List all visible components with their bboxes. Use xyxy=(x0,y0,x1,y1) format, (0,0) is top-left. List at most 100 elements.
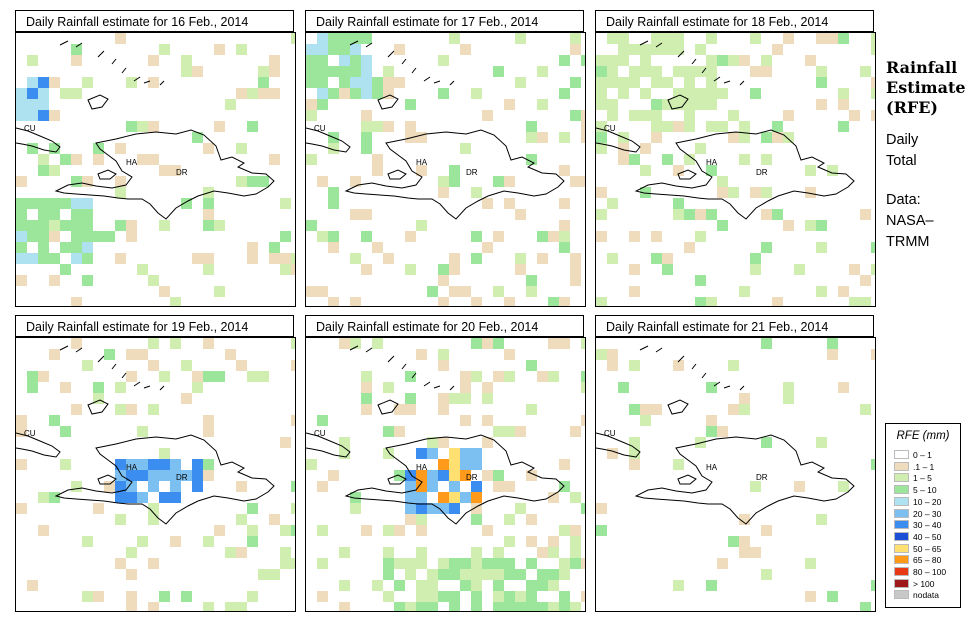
rainfall-cell xyxy=(16,242,27,253)
rainfall-cell xyxy=(181,198,192,209)
bahamas-islets xyxy=(59,40,165,86)
rainfall-cell xyxy=(82,231,93,242)
rainfall-cell xyxy=(383,382,394,393)
rainfall-cell xyxy=(871,242,875,253)
rainfall-cell xyxy=(871,110,875,121)
legend-label: 65 – 80 xyxy=(913,555,942,566)
rainfall-cell xyxy=(504,481,515,492)
hispaniola-coastline xyxy=(54,129,275,220)
rainfall-cell xyxy=(93,591,104,602)
rainfall-cell xyxy=(651,132,662,143)
rainfall-cell xyxy=(761,187,772,198)
rainfall-cell xyxy=(651,253,662,264)
rainfall-cell xyxy=(662,77,673,88)
rainfall-cell xyxy=(269,569,280,580)
rainfall-cell xyxy=(60,382,71,393)
rainfall-cell xyxy=(159,220,170,231)
rainfall-cell xyxy=(38,231,49,242)
rainfall-cell xyxy=(372,165,383,176)
rainfall-cell xyxy=(82,591,93,602)
bahamas-islets xyxy=(59,345,165,391)
rainfall-cell xyxy=(38,198,49,209)
rainfall-cell xyxy=(717,220,728,231)
rainfall-cell xyxy=(482,415,493,426)
rainfall-cell xyxy=(651,33,662,44)
rainfall-cell xyxy=(537,231,548,242)
rainfall-cell xyxy=(515,209,526,220)
rainfall-cell xyxy=(460,470,471,481)
rainfall-cell xyxy=(717,426,728,437)
rainfall-cell xyxy=(460,492,471,503)
rainfall-cell xyxy=(537,602,548,611)
rainfall-cell xyxy=(471,492,482,503)
rainfall-cell xyxy=(515,77,526,88)
rainfall-cell xyxy=(203,536,214,547)
rainfall-cell xyxy=(783,132,794,143)
rainfall-cell xyxy=(405,492,416,503)
rainfall-cell xyxy=(581,371,585,382)
rainfall-cell xyxy=(269,253,280,264)
rainfall-cell xyxy=(214,286,225,297)
rainfall-cell xyxy=(684,121,695,132)
rainfall-cell xyxy=(416,349,427,360)
label-haiti: HA xyxy=(416,463,428,472)
rainfall-cell xyxy=(860,297,871,306)
rainfall-cell xyxy=(838,481,849,492)
rainfall-cell xyxy=(203,602,214,611)
rainfall-cell xyxy=(739,514,750,525)
rainfall-cell xyxy=(438,470,449,481)
label-dominican-republic: DR xyxy=(176,473,188,482)
rainfall-cell xyxy=(570,33,581,44)
rainfall-cell xyxy=(651,77,662,88)
rainfall-cell xyxy=(416,558,427,569)
rainfall-cell xyxy=(247,591,258,602)
rainfall-cell xyxy=(82,275,93,286)
rainfall-cell xyxy=(449,176,460,187)
rainfall-cell xyxy=(27,580,38,591)
rainfall-cell xyxy=(416,492,427,503)
rainfall-cell xyxy=(126,371,137,382)
rainfall-cell xyxy=(827,33,838,44)
rainfall-cell xyxy=(684,99,695,110)
label-dominican-republic: DR xyxy=(756,473,768,482)
rainfall-cell xyxy=(49,275,60,286)
rainfall-cell xyxy=(361,77,372,88)
rainfall-cell xyxy=(449,459,460,470)
label-cuba: CU xyxy=(314,429,326,438)
rainfall-cell xyxy=(526,275,537,286)
rainfall-cell xyxy=(651,110,662,121)
rainfall-cell xyxy=(416,481,427,492)
rainfall-cell xyxy=(203,253,214,264)
rainfall-cell xyxy=(581,338,585,349)
rainfall-cell xyxy=(214,371,225,382)
legend-swatch xyxy=(894,508,909,518)
rainfall-cell xyxy=(559,242,570,253)
rainfall-cell xyxy=(71,242,82,253)
rainfall-cell xyxy=(27,55,38,66)
rainfall-cell xyxy=(427,481,438,492)
rainfall-cell xyxy=(269,514,280,525)
rainfall-cell xyxy=(607,198,618,209)
rainfall-cell xyxy=(148,404,159,415)
rainfall-cell xyxy=(493,371,504,382)
rainfall-cell xyxy=(526,558,537,569)
rainfall-cell xyxy=(126,459,137,470)
rainfall-cell xyxy=(761,209,772,220)
rainfall-cell xyxy=(405,558,416,569)
rainfall-cell xyxy=(772,44,783,55)
rainfall-cell xyxy=(339,44,350,55)
rainfall-cell xyxy=(618,143,629,154)
rainfall-cell xyxy=(816,99,827,110)
rainfall-cell xyxy=(761,132,772,143)
rainfall-cell xyxy=(159,286,170,297)
rainfall-cell xyxy=(137,492,148,503)
rainfall-cell xyxy=(361,393,372,404)
rainfall-cell xyxy=(570,536,581,547)
rainfall-cell xyxy=(739,132,750,143)
rainfall-cell xyxy=(581,503,585,514)
rainfall-cell xyxy=(607,110,618,121)
rainfall-cell xyxy=(570,44,581,55)
label-cuba: CU xyxy=(314,124,326,133)
rainfall-cell xyxy=(405,231,416,242)
rainfall-cell xyxy=(27,382,38,393)
